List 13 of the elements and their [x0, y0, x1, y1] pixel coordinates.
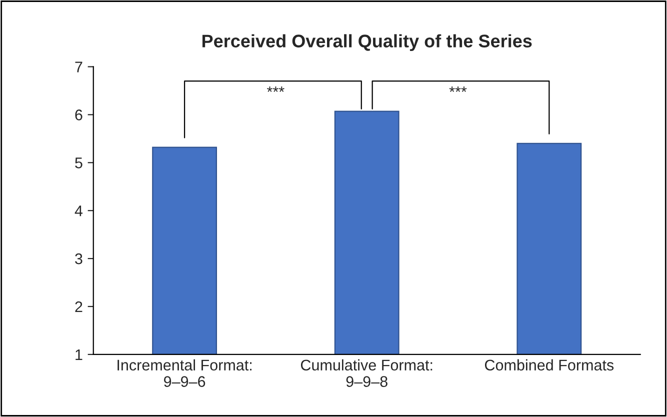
y-tick-label: 1	[76, 349, 82, 360]
annotation: ***	[449, 86, 467, 92]
x-tick-label: Cumulative Format: 9–9–8	[300, 359, 432, 387]
chart-title: Perceived Overall Quality of the Series	[202, 34, 532, 52]
y-tick-label: 2	[75, 301, 82, 312]
x-tick-label: Incremental Format: 9–9–6	[118, 359, 252, 387]
x-tick-label: Combined Formats	[484, 359, 614, 371]
y-tick-label: 3	[75, 253, 82, 264]
y-tick-label: 5	[75, 158, 82, 168]
y-tick-label: 6	[75, 110, 82, 120]
annotation: ***	[267, 86, 284, 92]
y-tick-label: 4	[74, 206, 83, 216]
y-tick-label: 7	[75, 62, 82, 72]
